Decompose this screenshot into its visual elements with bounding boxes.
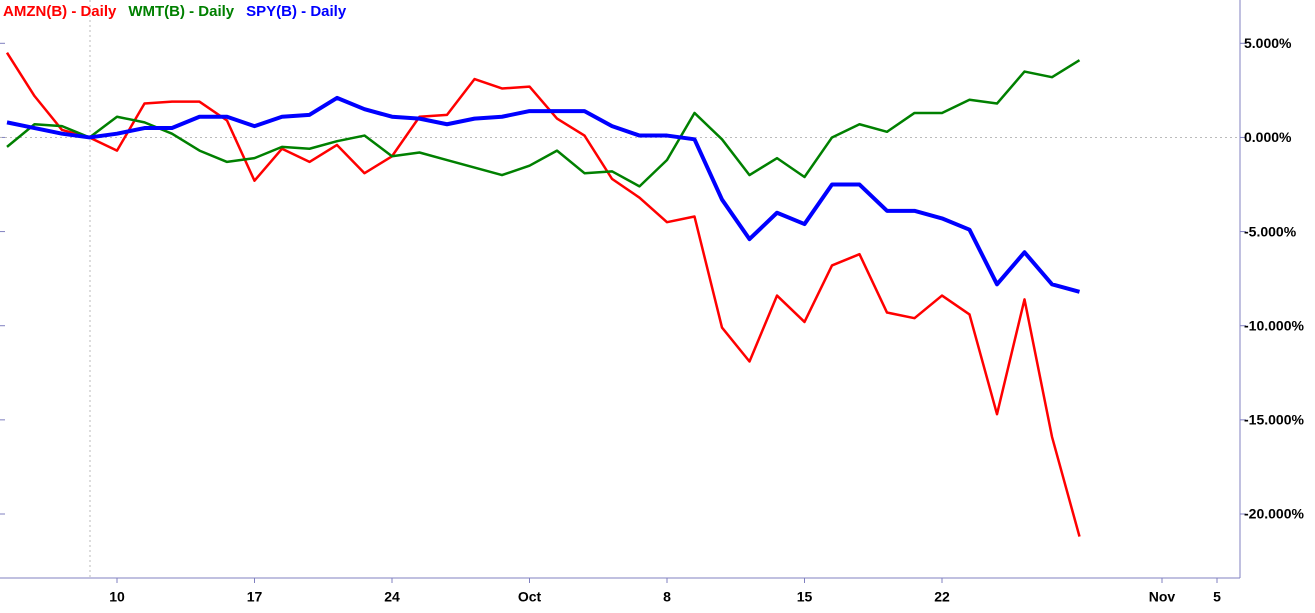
x-tick-label: 10 — [109, 589, 125, 605]
series-line — [6, 95, 1081, 294]
y-tick-label: -20.000% — [1244, 506, 1304, 522]
y-tick-label: -5.000% — [1244, 223, 1297, 239]
x-tick-label: 17 — [247, 589, 263, 605]
y-tick-label: 0.000% — [1244, 129, 1292, 145]
x-tick-label: Nov — [1149, 589, 1176, 605]
series-line — [6, 59, 1081, 188]
legend-entry: SPY(B) - Daily — [246, 3, 347, 20]
legend-entry: WMT(B) - Daily — [128, 3, 234, 20]
x-tick-label: 22 — [934, 589, 950, 605]
y-tick-label: 5.000% — [1244, 35, 1292, 51]
x-tick-label: 24 — [384, 589, 400, 605]
y-tick-label: -15.000% — [1244, 412, 1304, 428]
x-tick-label: 5 — [1213, 589, 1221, 605]
x-tick-label: 15 — [797, 589, 813, 605]
x-tick-label: Oct — [518, 589, 542, 605]
x-tick-label: 8 — [663, 589, 671, 605]
legend-entry: AMZN(B) - Daily — [3, 3, 117, 20]
y-tick-label: -10.000% — [1244, 317, 1304, 333]
series-line — [5, 52, 1081, 537]
